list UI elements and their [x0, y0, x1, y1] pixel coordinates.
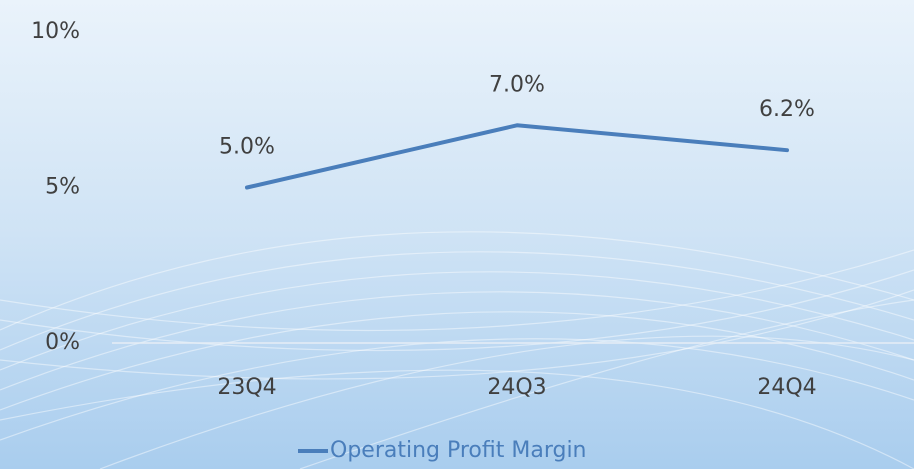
- x-tick-label: 24Q3: [487, 375, 546, 400]
- legend-label: Operating Profit Margin: [330, 438, 587, 463]
- data-label: 6.2%: [759, 97, 815, 122]
- y-tick-label: 10%: [31, 19, 80, 44]
- data-label: 5.0%: [219, 135, 275, 160]
- series-line: [245, 123, 789, 190]
- x-tick-label: 23Q4: [217, 375, 276, 400]
- data-label: 7.0%: [489, 72, 545, 97]
- y-tick-label: 0%: [45, 330, 80, 355]
- y-tick-label: 5%: [45, 175, 80, 200]
- x-tick-label: 24Q4: [757, 375, 816, 400]
